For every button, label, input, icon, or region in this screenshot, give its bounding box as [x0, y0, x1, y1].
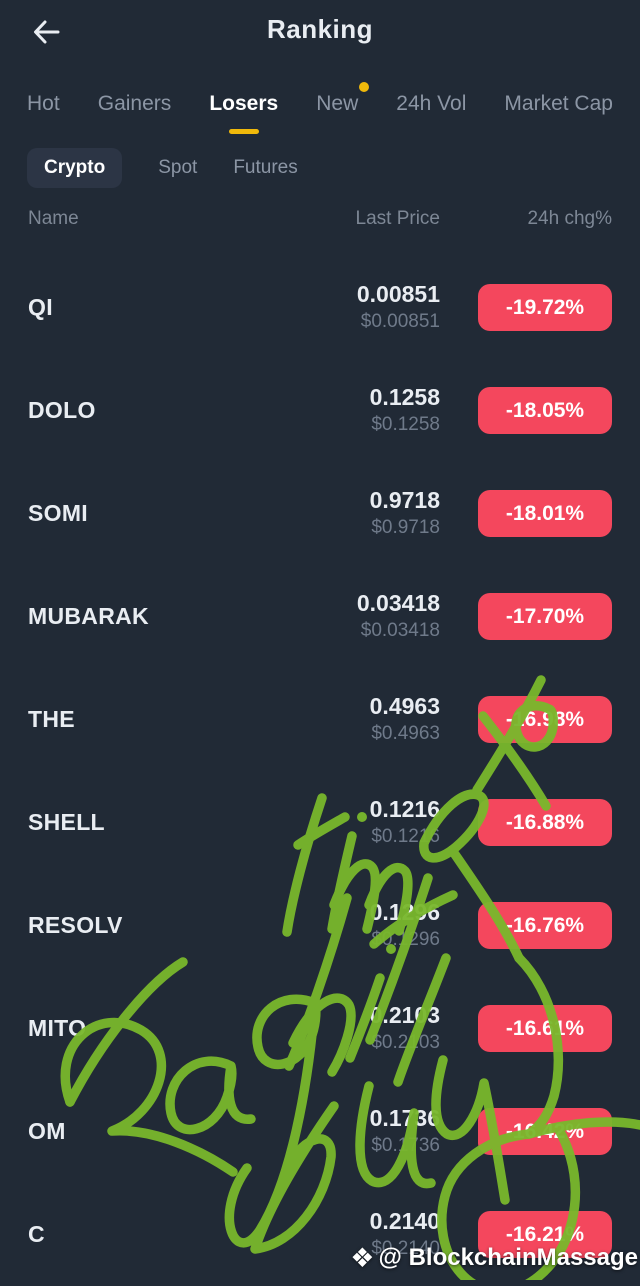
- table-row-somi[interactable]: SOMI 0.9718 $0.9718 -18.01%: [0, 462, 640, 565]
- table-row-dolo[interactable]: DOLO 0.1258 $0.1258 -18.05%: [0, 359, 640, 462]
- ranking-tab-bar: Hot Gainers Losers New 24h Vol Market Ca…: [0, 82, 640, 144]
- usd-price: $0.1216: [371, 825, 440, 847]
- change-badge[interactable]: -19.72%: [478, 284, 612, 331]
- table-row-the[interactable]: THE 0.4963 $0.4963 -16.98%: [0, 668, 640, 771]
- usd-price: $0.00851: [360, 310, 440, 332]
- table-header: Name Last Price 24h chg%: [0, 208, 640, 230]
- coin-symbol: MUBARAK: [28, 603, 149, 629]
- watermark-handle: @ BlockchainMassage: [378, 1244, 639, 1271]
- last-price: 0.00851: [356, 280, 440, 307]
- back-arrow-icon: [34, 20, 60, 44]
- last-price: 0.4963: [369, 692, 440, 719]
- column-header-24h-change[interactable]: 24h chg%: [527, 208, 612, 229]
- tab-hot[interactable]: Hot: [27, 92, 60, 115]
- last-price: 0.03418: [356, 589, 440, 616]
- filter-tab-futures[interactable]: Futures: [233, 157, 298, 178]
- usd-price: $0.1258: [371, 413, 440, 435]
- coin-symbol: DOLO: [28, 397, 96, 423]
- watermark: ❖ @ BlockchainMassage: [350, 1244, 638, 1272]
- change-badge[interactable]: -18.05%: [478, 387, 612, 434]
- change-badge[interactable]: -18.01%: [478, 490, 612, 537]
- usd-price: $0.1296: [371, 928, 440, 950]
- table-row-shell[interactable]: SHELL 0.1216 $0.1216 -16.88%: [0, 771, 640, 874]
- filter-tab-spot[interactable]: Spot: [158, 157, 198, 178]
- price-block: 0.1736 $0.1736: [270, 1104, 440, 1159]
- price-block: 0.1216 $0.1216: [270, 795, 440, 850]
- table-row-mito[interactable]: MITO 0.2103 $0.2103 -16.61%: [0, 977, 640, 1080]
- usd-price: $0.1736: [371, 1134, 440, 1156]
- binance-diamond-icon: ❖: [350, 1242, 375, 1273]
- last-price: 0.2103: [369, 1001, 440, 1028]
- coin-symbol: SHELL: [28, 809, 105, 835]
- price-block: 0.03418 $0.03418: [270, 589, 440, 644]
- price-block: 0.9718 $0.9718: [270, 486, 440, 541]
- tab-losers[interactable]: Losers: [209, 86, 278, 116]
- last-price: 0.1216: [369, 795, 440, 822]
- coin-symbol: OM: [28, 1118, 66, 1144]
- column-header-name[interactable]: Name: [28, 208, 79, 229]
- price-block: 0.00851 $0.00851: [270, 280, 440, 335]
- app-bar: Ranking: [0, 0, 640, 62]
- price-block: 0.1296 $0.1296: [270, 898, 440, 953]
- change-badge[interactable]: -16.61%: [478, 1005, 612, 1052]
- change-badge[interactable]: -16.76%: [478, 902, 612, 949]
- table-row-resolv[interactable]: RESOLV 0.1296 $0.1296 -16.76%: [0, 874, 640, 977]
- price-block: 0.1258 $0.1258: [270, 383, 440, 438]
- last-price: 0.1258: [369, 383, 440, 410]
- change-badge[interactable]: -17.70%: [478, 593, 612, 640]
- coin-symbol: THE: [28, 706, 75, 732]
- tab-24h-vol[interactable]: 24h Vol: [396, 92, 467, 115]
- coin-list: QI 0.00851 $0.00851 -19.72% DOLO 0.1258 …: [0, 256, 640, 1286]
- last-price: 0.2140: [369, 1207, 440, 1234]
- last-price: 0.1736: [369, 1104, 440, 1131]
- last-price: 0.1296: [369, 898, 440, 925]
- coin-symbol: RESOLV: [28, 912, 123, 938]
- price-block: 0.2140 $0.2140: [270, 1207, 440, 1262]
- change-badge[interactable]: -16.42%: [478, 1108, 612, 1155]
- tab-market-cap[interactable]: Market Cap: [504, 92, 613, 115]
- column-header-last-price[interactable]: Last Price: [355, 208, 440, 229]
- tab-new[interactable]: New: [316, 82, 370, 116]
- usd-price: $0.2140: [371, 1237, 440, 1259]
- new-notification-dot: [359, 82, 370, 92]
- price-block: 0.4963 $0.4963: [270, 692, 440, 747]
- table-row-om[interactable]: OM 0.1736 $0.1736 -16.42%: [0, 1080, 640, 1183]
- back-button[interactable]: [28, 14, 72, 50]
- usd-price: $0.4963: [371, 722, 440, 744]
- usd-price: $0.9718: [371, 516, 440, 538]
- usd-price: $0.03418: [360, 619, 440, 641]
- change-badge[interactable]: -16.88%: [478, 799, 612, 846]
- tab-gainers[interactable]: Gainers: [97, 92, 172, 115]
- coin-symbol: C: [28, 1221, 45, 1247]
- usd-price: $0.2103: [371, 1031, 440, 1053]
- page-title: Ranking: [266, 14, 374, 44]
- change-badge[interactable]: -16.98%: [478, 696, 612, 743]
- coin-symbol: MITO: [28, 1015, 87, 1041]
- last-price: 0.9718: [369, 486, 440, 513]
- price-block: 0.2103 $0.2103: [270, 1001, 440, 1056]
- market-filter-bar: Crypto Spot Futures: [27, 148, 298, 188]
- table-row-mubarak[interactable]: MUBARAK 0.03418 $0.03418 -17.70%: [0, 565, 640, 668]
- coin-symbol: QI: [28, 294, 53, 320]
- coin-symbol: SOMI: [28, 500, 88, 526]
- table-row-qi[interactable]: QI 0.00851 $0.00851 -19.72%: [0, 256, 640, 359]
- filter-tab-crypto[interactable]: Crypto: [27, 148, 123, 188]
